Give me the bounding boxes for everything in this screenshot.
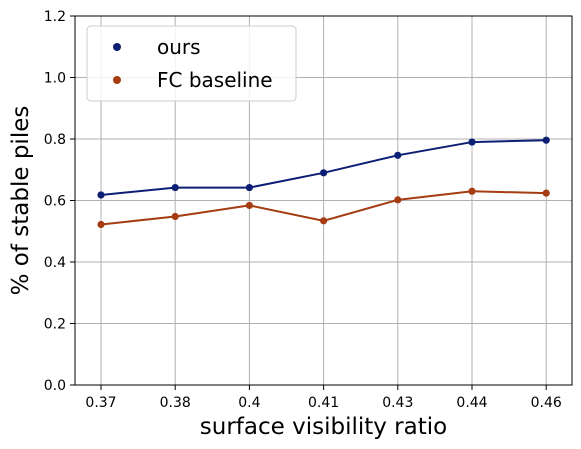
data-point-fc-baseline — [320, 217, 328, 225]
legend-label-ours: ours — [157, 35, 201, 59]
data-point-fc-baseline — [245, 201, 253, 210]
data-point-fc-baseline — [394, 196, 402, 204]
legend-box — [86, 25, 297, 102]
legend-marker-ours — [113, 43, 121, 51]
y-tick-label: 0.4 — [44, 255, 66, 271]
y-tick-label: 0.2 — [44, 317, 66, 333]
data-point-ours — [542, 136, 550, 144]
y-tick-label: 1.2 — [44, 9, 66, 25]
data-point-ours — [97, 191, 105, 199]
data-point-fc-baseline — [171, 212, 179, 221]
x-tick-label: 0.41 — [308, 395, 339, 411]
data-point-ours — [245, 183, 253, 192]
data-point-fc-baseline — [468, 187, 476, 195]
legend-label-fc-baseline: FC baseline — [157, 68, 273, 92]
axis-ticks: 0.37 0.38 0.4 0.41 0.43 0.44 0.46 0.0 0.2 0.4 0.6 0… — [44, 9, 562, 411]
y-tick-label: 1.0 — [44, 71, 66, 87]
data-point-ours — [394, 151, 402, 159]
y-tick-label: 0.6 — [44, 194, 66, 210]
x-tick-label: 0.37 — [85, 395, 116, 411]
series-lines — [97, 136, 550, 229]
y-tick-label: 0.0 — [44, 378, 66, 394]
x-tick-label: 0.46 — [531, 395, 562, 411]
data-point-fc-baseline — [97, 220, 105, 229]
x-tick-label: 0.43 — [382, 395, 413, 411]
x-tick-label: 0.4 — [238, 395, 260, 411]
data-point-ours — [320, 169, 328, 177]
x-tick-label: 0.44 — [456, 395, 487, 411]
data-point-ours — [468, 138, 476, 146]
x-tick-label: 0.38 — [160, 395, 191, 411]
legend-marker-fc-baseline — [113, 76, 121, 84]
legend: ours FC baseline — [86, 25, 297, 102]
data-point-ours — [171, 183, 179, 192]
y-axis-title: % of stable piles — [8, 106, 34, 296]
x-axis-title: surface visibility ratio — [200, 414, 447, 440]
data-point-fc-baseline — [542, 189, 550, 197]
y-tick-label: 0.8 — [44, 132, 66, 148]
